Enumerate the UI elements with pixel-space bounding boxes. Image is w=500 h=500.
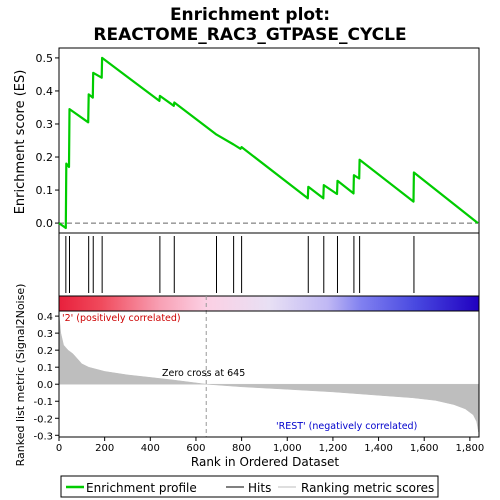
- metric-y-tick-label: 0.0: [37, 380, 53, 391]
- es-y-tick-label: 0.2: [36, 151, 54, 164]
- legend-item-label: Ranking metric scores: [301, 481, 434, 495]
- x-tick-label: 1,800: [456, 443, 485, 454]
- es-y-tick-label: 0.3: [36, 118, 54, 131]
- zero-cross-label: Zero cross at 645: [162, 368, 245, 379]
- metric-y-tick-label: 0.1: [37, 363, 53, 374]
- x-tick-label: 600: [186, 443, 205, 454]
- x-tick-label: 1,600: [410, 443, 439, 454]
- enrichment-profile-line: [58, 56, 479, 230]
- metric-y-tick-label: -0.1: [33, 397, 53, 408]
- x-axis-label: Rank in Ordered Dataset: [191, 455, 339, 469]
- legend-box: [60, 475, 439, 498]
- metric-y-tick-label: 0.4: [37, 312, 53, 323]
- metric-y-tick-label: -0.2: [33, 414, 53, 425]
- es-y-tick-label: 0.1: [36, 184, 54, 197]
- es-y-axis-label: Enrichment score (ES): [13, 70, 28, 215]
- legend-item-label: Hits: [248, 481, 271, 495]
- x-tick-label: 1,000: [273, 443, 302, 454]
- metric-plot-frame: [58, 310, 480, 438]
- x-tick-label: 800: [232, 443, 251, 454]
- legend-item-label: Enrichment profile: [86, 481, 197, 495]
- es-y-tick-label: 0.4: [36, 85, 54, 98]
- chart-title-line1: Enrichment plot:: [170, 5, 330, 25]
- hits-frame: [58, 232, 480, 297]
- metric-y-axis-label: Ranked list metric (Signal2Noise): [14, 284, 27, 467]
- negative-correlation-label: 'REST' (negatively correlated): [276, 421, 417, 432]
- es-y-tick-label: 0.5: [36, 52, 54, 65]
- rank-gradient-bar: [58, 295, 480, 312]
- metric-panel: -0.3 -0.2 -0.1 0.0 0.1 0.2 0.3 0.4 '2' (positive…: [33, 296, 484, 454]
- ranking-metric-area: [58, 314, 479, 432]
- es-y-tick-label: 0.0: [36, 217, 54, 230]
- metric-y-tick-label: 0.2: [37, 346, 53, 357]
- gradient-bar: [58, 295, 480, 312]
- metric-y-tick-label: 0.3: [37, 329, 53, 340]
- x-tick-label: 1,200: [319, 443, 348, 454]
- metric-y-tick-label: -0.3: [33, 431, 53, 442]
- legend: Enrichment profile Hits Ranking metric sco…: [60, 475, 439, 498]
- chart-title-line2: REACTOME_RAC3_GTPASE_CYCLE: [93, 25, 406, 45]
- positive-correlation-label: '2' (positively correlated): [62, 313, 181, 324]
- hits-panel: [58, 232, 480, 297]
- es-plot-frame: [58, 47, 480, 234]
- metric-plot-bg: [59, 311, 479, 437]
- es-panel: 0.0 0.1 0.2 0.3 0.4 0.5: [36, 47, 480, 234]
- x-tick-label: 400: [141, 443, 160, 454]
- x-tick-label: 0: [56, 443, 62, 454]
- x-tick-label: 1,400: [364, 443, 393, 454]
- x-tick-label: 200: [95, 443, 114, 454]
